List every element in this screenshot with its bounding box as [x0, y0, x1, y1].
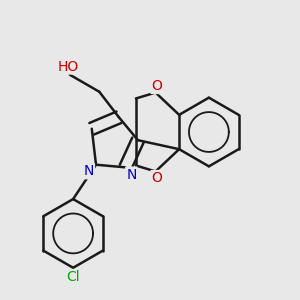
Text: O: O — [152, 171, 162, 185]
Text: Cl: Cl — [66, 270, 80, 284]
Text: N: N — [84, 164, 94, 178]
Text: N: N — [126, 167, 136, 182]
Text: HO: HO — [58, 60, 79, 74]
Text: O: O — [152, 79, 162, 93]
